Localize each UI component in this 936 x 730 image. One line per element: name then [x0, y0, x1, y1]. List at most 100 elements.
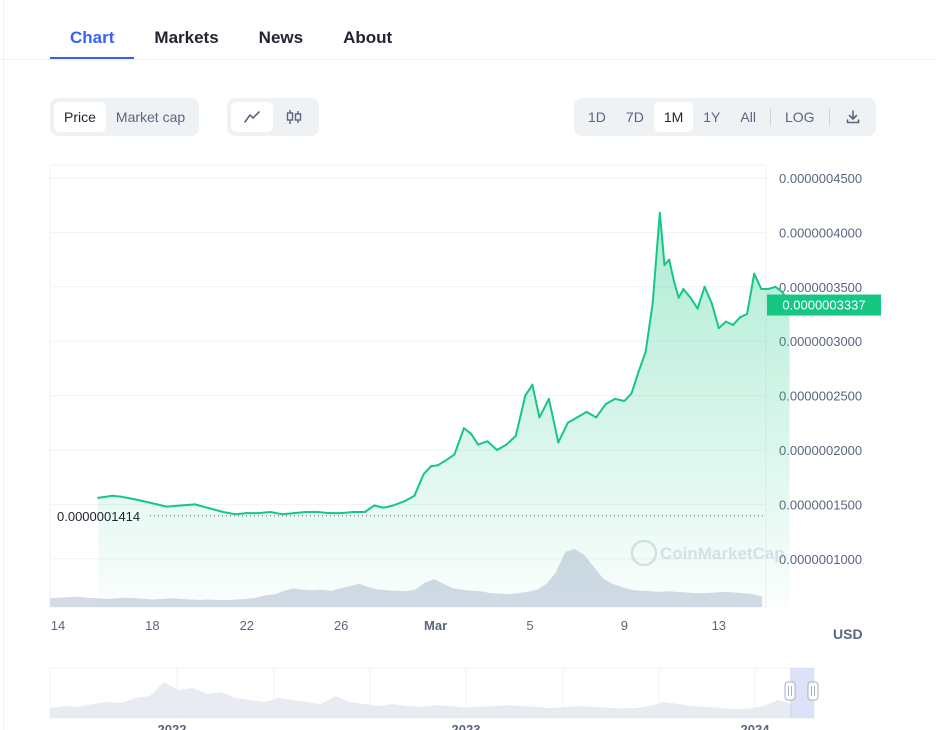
price-line-segment — [668, 258, 675, 283]
navigator-year-label: 2023 — [452, 722, 481, 730]
section-tabs: Chart Markets News About — [50, 18, 412, 59]
price-button[interactable]: Price — [54, 102, 106, 132]
y-tick-label: 0.0000001000 — [779, 552, 862, 567]
x-tick-label: 18 — [145, 618, 159, 633]
x-tick-label: 26 — [334, 618, 348, 633]
price-line-segment — [453, 427, 465, 456]
navigator-year-label: 2022 — [158, 722, 187, 730]
price-line-segment — [281, 512, 295, 516]
price-line-segment — [179, 503, 196, 507]
download-button[interactable] — [834, 102, 872, 132]
y-tick-label: 0.0000002000 — [779, 443, 862, 458]
price-line-segment — [486, 440, 498, 451]
price-line-segment — [234, 512, 248, 516]
price-line-segment — [477, 440, 489, 446]
price-line-segment — [111, 494, 123, 498]
price-line-segment — [363, 504, 376, 513]
market-cap-button[interactable]: Market cap — [115, 109, 186, 125]
y-tick-label: 0.0000002500 — [779, 389, 862, 404]
price-line-segment — [614, 397, 626, 402]
price-line-segment — [566, 416, 579, 424]
price-line-segment — [165, 504, 182, 508]
price-line-segment — [644, 302, 654, 354]
range-selector: 1D 7D 1M 1Y All LOG — [574, 98, 876, 136]
price-line-segment — [585, 410, 598, 419]
price-line-segment — [156, 503, 168, 508]
toolbar-divider — [769, 108, 771, 126]
price-line-segment — [413, 472, 425, 497]
price-line-segment — [257, 511, 272, 515]
price-line-segment — [767, 285, 777, 290]
current-price-badge — [767, 294, 881, 316]
price-line-segment — [557, 421, 569, 444]
price-line-segment — [97, 494, 114, 499]
y-tick-label: 0.0000003500 — [779, 280, 862, 295]
y-tick-label: 0.0000004500 — [779, 171, 862, 186]
price-line-segment — [710, 302, 720, 330]
x-tick-label: 13 — [712, 618, 726, 633]
tab-news[interactable]: News — [258, 28, 304, 47]
candlestick-button[interactable] — [273, 102, 315, 132]
range-7d-button[interactable]: 7D — [625, 109, 644, 125]
price-line-segment — [658, 211, 666, 266]
price-line-segment — [470, 432, 480, 446]
price-line-segment — [132, 498, 144, 503]
x-tick-label: 5 — [526, 618, 533, 633]
range-all-button[interactable]: All — [740, 109, 756, 125]
price-line-segment — [403, 494, 416, 503]
tab-chart[interactable]: Chart — [50, 18, 135, 59]
price-line-segment — [595, 403, 607, 419]
price-line-segment — [210, 507, 225, 513]
price-line-segment — [316, 511, 331, 515]
price-line-segment — [496, 443, 508, 451]
toolbar-divider — [828, 108, 830, 126]
price-line-segment — [422, 465, 432, 475]
reference-price-label: 0.0000001414 — [57, 509, 140, 524]
currency-label: USD — [833, 626, 863, 642]
data-type-toggle: Price Market cap — [50, 98, 200, 136]
price-line-segment — [524, 383, 534, 397]
price-line-segment — [373, 504, 385, 509]
price-line-segment — [604, 397, 616, 406]
price-line-segment — [193, 503, 213, 510]
price-line-segment — [429, 464, 439, 468]
range-1m-button[interactable]: 1M — [653, 102, 694, 132]
candlestick-icon — [286, 110, 302, 124]
price-line-segment — [382, 504, 395, 509]
price-line-segment — [774, 285, 784, 294]
price-line-segment — [437, 459, 446, 467]
line-chart-button[interactable] — [231, 102, 273, 132]
price-line-segment — [462, 427, 472, 435]
price-line-segment — [120, 495, 135, 500]
price-line-segment — [538, 397, 550, 419]
tab-markets[interactable]: Markets — [154, 28, 219, 47]
x-tick-label: 22 — [240, 618, 254, 633]
tab-about[interactable]: About — [343, 28, 393, 47]
x-tick-label: Mar — [424, 618, 447, 633]
price-line-segment — [340, 511, 354, 515]
range-1y-button[interactable]: 1Y — [703, 109, 721, 125]
price-line-segment — [637, 351, 647, 373]
price-area-fill — [98, 212, 790, 608]
x-tick-label: 9 — [621, 618, 628, 633]
navigator-handle[interactable] — [784, 681, 796, 701]
line-chart-icon — [244, 111, 260, 123]
chart-style-toggle — [227, 98, 319, 136]
range-1d-button[interactable]: 1D — [588, 109, 606, 125]
x-tick-label: 14 — [51, 618, 65, 633]
price-line-segment — [651, 211, 661, 305]
price-line-segment — [753, 272, 763, 290]
price-line-segment — [732, 316, 741, 326]
price-line-segment — [269, 511, 284, 516]
price-line-segment — [682, 288, 692, 299]
tabs-divider — [0, 59, 936, 60]
navigator-year-label: 2024 — [741, 722, 771, 730]
range-navigator: 2022 2023 2024 — [49, 667, 819, 730]
price-line-segment — [392, 500, 406, 507]
price-line-segment — [739, 313, 749, 319]
log-scale-button[interactable]: LOG — [784, 109, 815, 125]
navigator-handle[interactable] — [807, 681, 819, 701]
handle-grip-icon — [807, 681, 819, 701]
price-line-segment — [746, 272, 756, 315]
